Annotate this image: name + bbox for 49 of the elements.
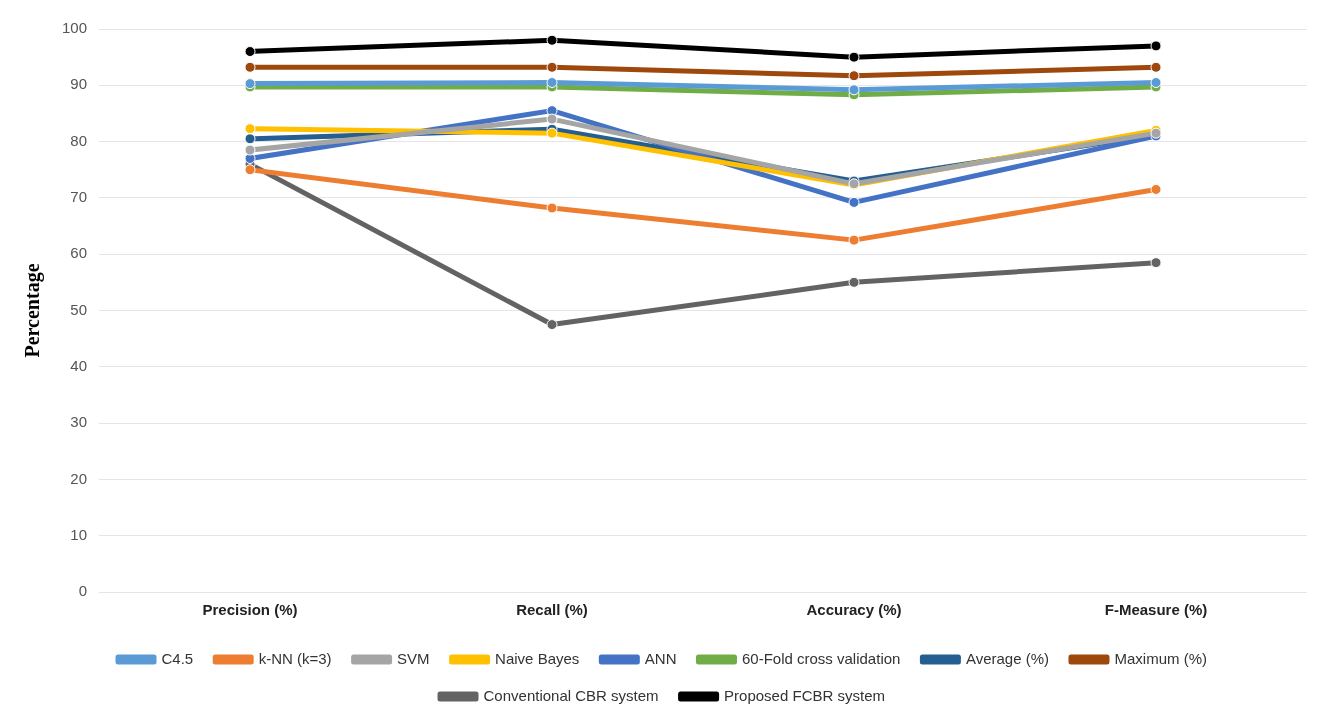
point — [1150, 183, 1162, 195]
legend-label: Conventional CBR system — [483, 686, 659, 704]
y-tick-label: 60 — [70, 244, 88, 262]
point — [546, 76, 558, 88]
point — [848, 196, 860, 208]
legend-label: 60-Fold cross validation — [741, 649, 901, 667]
y-tick-label: 70 — [70, 188, 88, 206]
y-tick-label: 0 — [78, 582, 88, 600]
y-tick-label: 50 — [70, 300, 88, 318]
legend-label: C4.5 — [161, 649, 194, 667]
legend-label: Average (%) — [965, 649, 1049, 667]
point — [244, 144, 256, 156]
point — [546, 202, 558, 214]
point — [244, 133, 256, 145]
point — [546, 113, 558, 125]
point — [848, 234, 860, 246]
legend-label: Naive Bayes — [495, 649, 580, 667]
x-tick-label: Precision (%) — [202, 601, 298, 619]
point — [244, 164, 256, 176]
point — [848, 84, 860, 96]
point — [848, 70, 860, 82]
legend-label: ANN — [644, 649, 677, 667]
point — [244, 46, 256, 58]
y-tick-label: 40 — [70, 356, 88, 374]
x-tick-label: F-Measure (%) — [1104, 601, 1208, 619]
point — [546, 61, 558, 73]
point — [1150, 40, 1162, 52]
point — [1150, 76, 1162, 88]
point — [546, 34, 558, 46]
point — [546, 127, 558, 139]
legend-label: Maximum (%) — [1114, 649, 1207, 667]
y-tick-label: 10 — [70, 525, 88, 543]
point — [1150, 61, 1162, 73]
x-tick-label: Recall (%) — [516, 601, 588, 619]
point — [1150, 257, 1162, 269]
y-tick-label: 20 — [70, 469, 88, 487]
legend-label: k-NN (k=3) — [258, 649, 332, 667]
point — [848, 51, 860, 63]
legend-label: Proposed FCBR system — [724, 686, 885, 704]
y-tick-label: 90 — [70, 75, 88, 93]
legend-label: SVM — [397, 649, 430, 667]
point — [848, 276, 860, 288]
point — [244, 123, 256, 135]
point — [244, 61, 256, 73]
y-tick-label: 80 — [70, 131, 88, 149]
y-tick-label: 30 — [70, 413, 88, 431]
y-tick-label: 100 — [62, 19, 88, 37]
x-tick-label: Accuracy (%) — [806, 601, 902, 619]
y-axis-title: Percentage — [21, 263, 45, 358]
